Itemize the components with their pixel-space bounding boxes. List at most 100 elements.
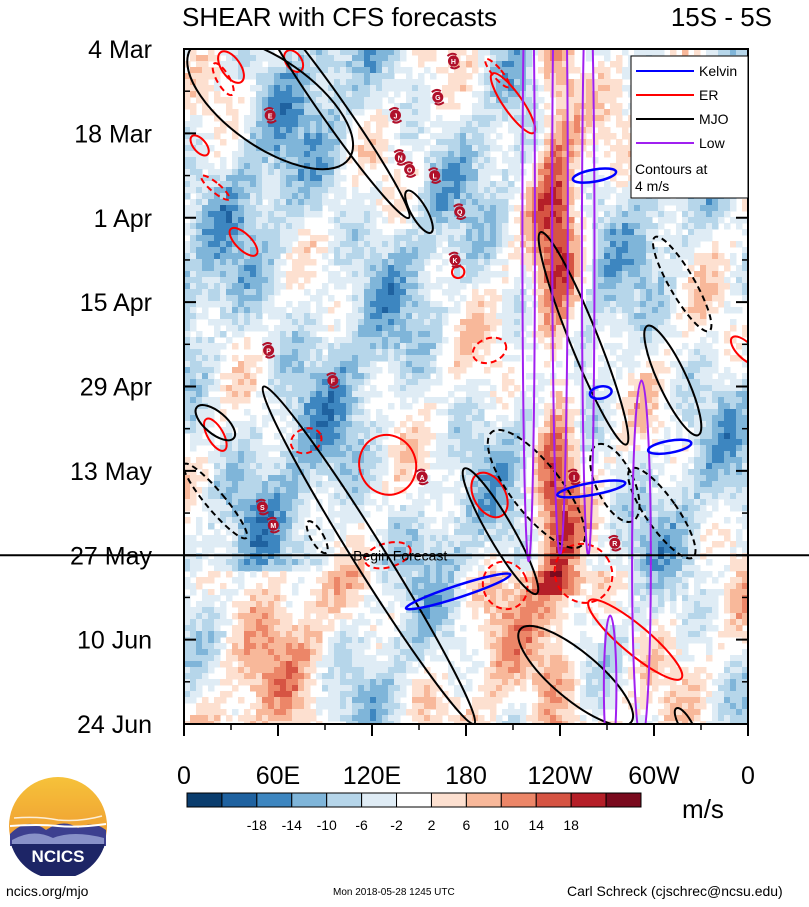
shear-cell xyxy=(688,301,695,308)
shear-cell xyxy=(592,109,599,116)
shear-cell xyxy=(196,361,203,368)
shear-cell xyxy=(562,67,569,74)
shear-cell xyxy=(220,433,227,440)
shear-cell xyxy=(388,445,395,452)
shear-cell xyxy=(394,325,401,332)
shear-cell xyxy=(508,391,515,398)
shear-cell xyxy=(526,229,533,236)
shear-cell xyxy=(538,301,545,308)
shear-cell xyxy=(226,193,233,200)
shear-cell xyxy=(454,277,461,284)
shear-cell xyxy=(400,301,407,308)
shear-cell xyxy=(214,151,221,158)
shear-cell xyxy=(502,73,509,80)
shear-cell xyxy=(586,427,593,434)
shear-cell xyxy=(736,265,743,272)
shear-cell xyxy=(400,205,407,212)
shear-cell xyxy=(202,91,209,98)
shear-cell xyxy=(274,361,281,368)
shear-cell xyxy=(376,445,383,452)
shear-cell xyxy=(286,331,293,338)
shear-cell xyxy=(490,433,497,440)
shear-cell xyxy=(670,385,677,392)
shear-cell xyxy=(232,373,239,380)
shear-cell xyxy=(628,373,635,380)
shear-cell xyxy=(286,349,293,356)
shear-cell xyxy=(706,271,713,278)
shear-cell xyxy=(484,229,491,236)
shear-cell xyxy=(388,61,395,68)
shear-cell xyxy=(232,109,239,116)
shear-cell xyxy=(358,385,365,392)
shear-cell xyxy=(370,445,377,452)
shear-cell xyxy=(430,151,437,158)
shear-cell xyxy=(604,241,611,248)
shear-cell xyxy=(706,433,713,440)
shear-cell xyxy=(304,259,311,266)
shear-cell xyxy=(478,193,485,200)
shear-cell xyxy=(202,397,209,404)
shear-cell xyxy=(262,49,269,56)
shear-cell xyxy=(622,319,629,326)
shear-cell xyxy=(478,199,485,206)
shear-cell xyxy=(394,181,401,188)
shear-cell xyxy=(262,421,269,428)
shear-cell xyxy=(352,259,359,266)
shear-cell xyxy=(730,283,737,290)
shear-cell xyxy=(640,223,647,230)
shear-cell xyxy=(688,319,695,326)
shear-cell xyxy=(508,337,515,344)
shear-cell xyxy=(712,445,719,452)
shear-cell xyxy=(358,97,365,104)
shear-cell xyxy=(298,451,305,458)
shear-cell xyxy=(196,241,203,248)
shear-cell xyxy=(430,355,437,362)
shear-cell xyxy=(304,373,311,380)
shear-cell xyxy=(298,133,305,140)
shear-cell xyxy=(382,73,389,80)
shear-cell xyxy=(220,427,227,434)
shear-cell xyxy=(502,235,509,242)
shear-cell xyxy=(268,145,275,152)
shear-cell xyxy=(346,115,353,122)
shear-cell xyxy=(610,205,617,212)
shear-cell xyxy=(622,217,629,224)
shear-cell xyxy=(304,187,311,194)
shear-cell xyxy=(604,361,611,368)
shear-cell xyxy=(448,229,455,236)
shear-cell xyxy=(220,355,227,362)
shear-cell xyxy=(244,145,251,152)
shear-cell xyxy=(370,433,377,440)
shear-cell xyxy=(334,361,341,368)
shear-cell xyxy=(250,133,257,140)
shear-cell xyxy=(388,265,395,272)
shear-cell xyxy=(478,253,485,260)
shear-cell xyxy=(682,343,689,350)
shear-cell xyxy=(556,403,563,410)
shear-cell xyxy=(640,211,647,218)
shear-cell xyxy=(646,199,653,206)
shear-cell xyxy=(682,253,689,260)
shear-cell xyxy=(628,217,635,224)
shear-cell xyxy=(298,283,305,290)
shear-cell xyxy=(202,415,209,422)
shear-cell xyxy=(454,349,461,356)
shear-cell xyxy=(544,193,551,200)
shear-cell xyxy=(688,367,695,374)
shear-cell xyxy=(718,199,725,206)
shear-cell xyxy=(346,205,353,212)
shear-cell xyxy=(472,295,479,302)
shear-cell xyxy=(238,169,245,176)
shear-cell xyxy=(622,241,629,248)
shear-cell xyxy=(496,397,503,404)
shear-cell xyxy=(304,67,311,74)
shear-cell xyxy=(544,115,551,122)
shear-cell xyxy=(340,49,347,56)
shear-cell xyxy=(718,391,725,398)
shear-cell xyxy=(652,295,659,302)
shear-cell xyxy=(514,157,521,164)
shear-cell xyxy=(628,415,635,422)
shear-cell xyxy=(514,67,521,74)
shear-cell xyxy=(208,247,215,254)
shear-cell xyxy=(676,247,683,254)
